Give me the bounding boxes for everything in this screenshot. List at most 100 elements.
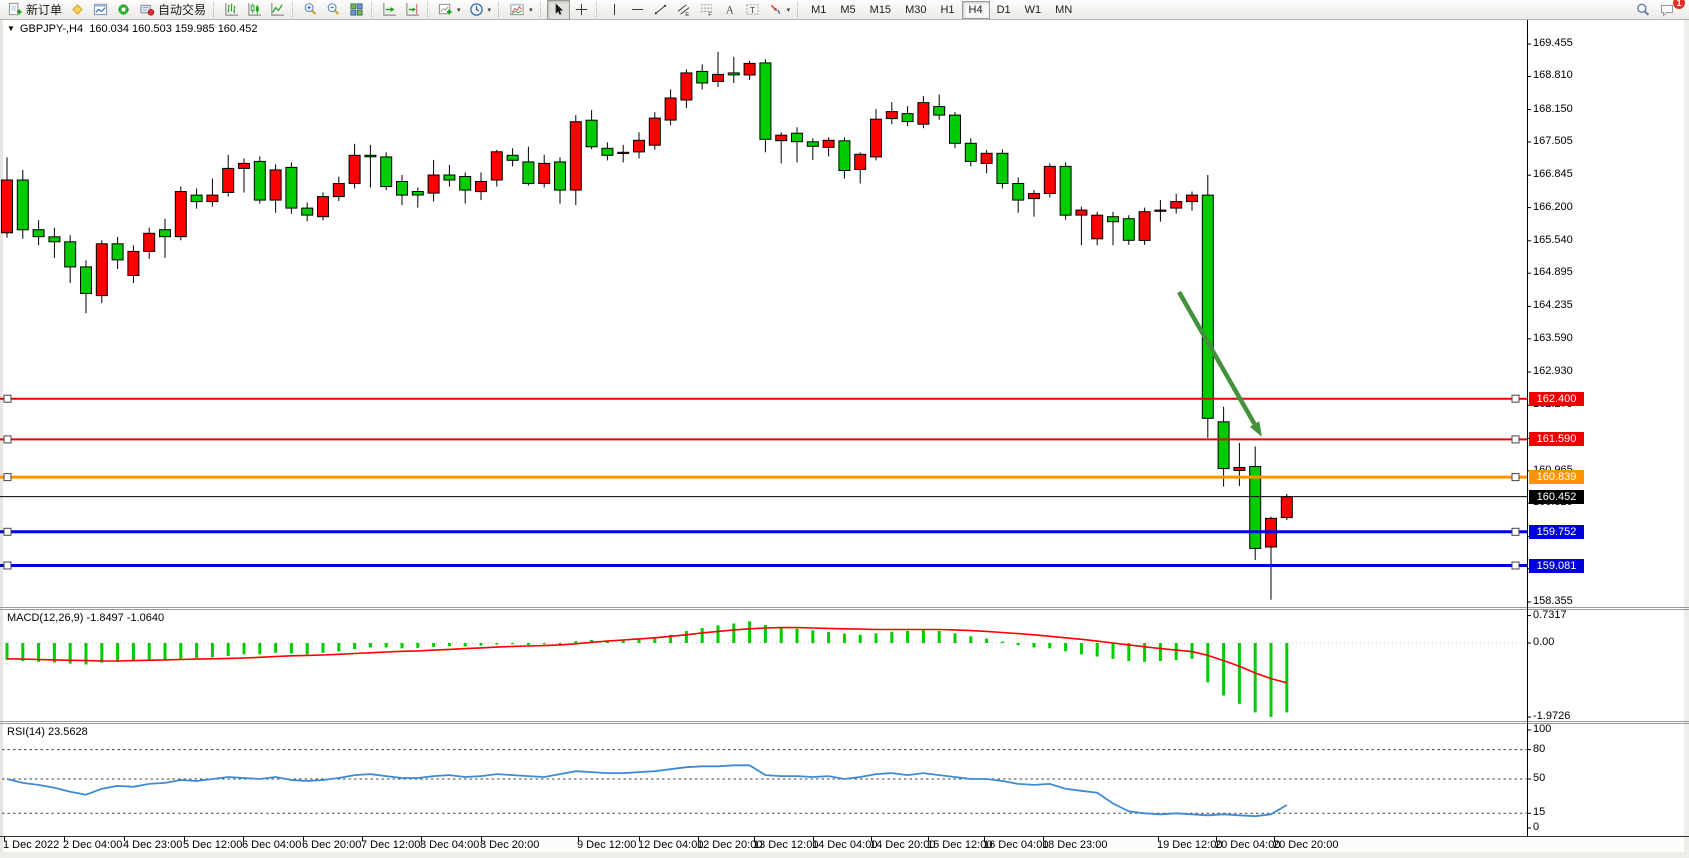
toolbar-separator — [213, 2, 217, 17]
price-tick-label: 164.235 — [1533, 299, 1573, 311]
chart-ohlc-values: 160.034 160.503 159.985 160.452 — [89, 23, 258, 35]
time-axis-label: 5 Dec 12:00 — [183, 839, 243, 851]
rsi-tick-label: 100 — [1533, 723, 1552, 735]
rsi-tick-label: 50 — [1533, 772, 1546, 784]
chart-window-button[interactable] — [89, 0, 112, 20]
new-chart-button[interactable]: ▾ — [434, 0, 465, 20]
chart-symbol-period: GBPJPY-,H4 — [19, 23, 84, 35]
text-label-button[interactable]: T — [741, 0, 764, 20]
price-tick-label: 158.355 — [1533, 595, 1573, 607]
zoom-out-button[interactable] — [322, 0, 345, 20]
clock-icon — [469, 2, 484, 17]
horizontal-line-icon — [630, 2, 645, 17]
new-order-button[interactable]: 新订单 — [4, 0, 66, 20]
price-badge: 162.400 — [1529, 392, 1584, 406]
time-axis-label: 1 Dec 2022 — [3, 839, 60, 851]
trendline-icon — [653, 2, 668, 17]
bar-chart-button[interactable] — [220, 0, 243, 20]
line-chart-button[interactable] — [266, 0, 289, 20]
price-tick-label: 169.455 — [1533, 37, 1573, 49]
price-badge: 161.590 — [1529, 432, 1584, 446]
price-badge: 159.752 — [1529, 525, 1584, 539]
timeframe-m15[interactable]: M15 — [869, 3, 892, 16]
candlestick-icon — [247, 2, 262, 17]
cursor-button[interactable] — [546, 0, 570, 20]
zoom-in-button[interactable] — [299, 0, 322, 20]
timeframe-w1[interactable]: W1 — [1024, 3, 1042, 16]
zoom-in-icon — [303, 2, 318, 17]
macd-panel-canvas[interactable] — [3, 610, 1527, 722]
time-axis-label: 9 Dec 12:00 — [577, 839, 637, 851]
periods-button[interactable]: ▾ — [465, 0, 496, 20]
fibonacci-button[interactable]: F — [695, 0, 718, 20]
time-axis-label: 20 Dec 20:00 — [1273, 839, 1339, 851]
horizontal-line-button[interactable] — [626, 0, 649, 20]
main-chart-canvas[interactable] — [3, 20, 1527, 607]
rsi-tick-label: 0 — [1533, 821, 1540, 833]
window-border-right — [1684, 20, 1689, 858]
timeframe-m30[interactable]: M30 — [905, 3, 927, 16]
time-axis-area[interactable] — [0, 836, 1689, 852]
chart-shift-button[interactable] — [401, 0, 424, 20]
time-axis-label: 18 Dec 23:00 — [1042, 839, 1108, 851]
auto-scroll-button[interactable] — [378, 0, 401, 20]
arrows-button[interactable]: ▾ — [764, 0, 795, 20]
time-axis-label: 16 Dec 04:00 — [983, 839, 1049, 851]
metaeditor-button[interactable] — [66, 0, 89, 20]
connection-button[interactable] — [112, 0, 135, 20]
rsi-panel-canvas[interactable] — [3, 724, 1527, 836]
time-axis-label: 14 Dec 20:00 — [870, 839, 936, 851]
time-axis-label: 12 Dec 20:00 — [697, 839, 763, 851]
text-label-icon: T — [745, 2, 760, 17]
dropdown-caret: ▾ — [457, 6, 461, 14]
price-axis-area[interactable] — [1528, 20, 1684, 836]
timeframe-mn[interactable]: MN — [1055, 3, 1073, 16]
toolbar-separator — [539, 2, 544, 17]
time-axis-label: 6 Dec 04:00 — [242, 839, 302, 851]
chart-shift-icon — [405, 2, 420, 17]
timeframe-m1[interactable]: M1 — [811, 3, 827, 16]
time-axis-label: 8 Dec 20:00 — [480, 839, 540, 851]
chart-window-icon — [93, 2, 108, 17]
timeframe-h4[interactable]: H4 — [961, 0, 990, 19]
price-badge: 159.081 — [1529, 559, 1584, 573]
price-badge: 160.452 — [1529, 490, 1584, 504]
templates-icon — [509, 2, 525, 17]
time-axis-label: 14 Dec 04:00 — [812, 839, 878, 851]
autotrading-button[interactable]: 自动交易 — [135, 0, 210, 20]
timeframe-m5[interactable]: M5 — [840, 3, 856, 16]
chat-badge: 1 — [1673, 0, 1685, 9]
time-axis-label: 8 Dec 04:00 — [420, 839, 480, 851]
candlestick-button[interactable] — [243, 0, 266, 20]
crosshair-button[interactable] — [570, 0, 593, 20]
trendline-button[interactable] — [649, 0, 672, 20]
dropdown-caret: ▾ — [529, 6, 533, 14]
rsi-label: RSI(14) 23.5628 — [7, 726, 88, 738]
price-tick-label: 166.845 — [1533, 168, 1573, 180]
collapse-triangle-icon[interactable]: ▼ — [7, 24, 15, 33]
bar-chart-icon — [224, 2, 239, 17]
chat-button[interactable]: 1 — [1655, 0, 1685, 20]
dropdown-caret: ▾ — [786, 6, 791, 14]
timeframe-d1[interactable]: D1 — [996, 3, 1011, 16]
price-badge: 160.839 — [1529, 470, 1584, 484]
crosshair-icon — [574, 2, 589, 17]
macd-tick-label: -1.9726 — [1533, 710, 1571, 722]
line-chart-icon — [270, 2, 285, 17]
toolbar-separator — [292, 2, 296, 17]
vertical-line-button[interactable] — [603, 0, 626, 20]
svg-text:E: E — [685, 12, 689, 17]
price-tick-label: 162.930 — [1533, 365, 1573, 377]
text-icon: A — [722, 2, 737, 17]
search-button[interactable] — [1631, 0, 1655, 20]
new-chart-icon — [438, 2, 453, 17]
toolbar-separator — [498, 2, 502, 17]
timeframe-h1[interactable]: H1 — [940, 3, 955, 16]
tile-windows-button[interactable] — [345, 0, 368, 20]
text-button[interactable]: A — [718, 0, 741, 20]
templates-button[interactable]: ▾ — [505, 0, 537, 20]
autotrading-label: 自动交易 — [158, 3, 207, 17]
dropdown-caret: ▾ — [487, 6, 492, 14]
equidistant-channel-button[interactable]: E — [672, 0, 695, 20]
